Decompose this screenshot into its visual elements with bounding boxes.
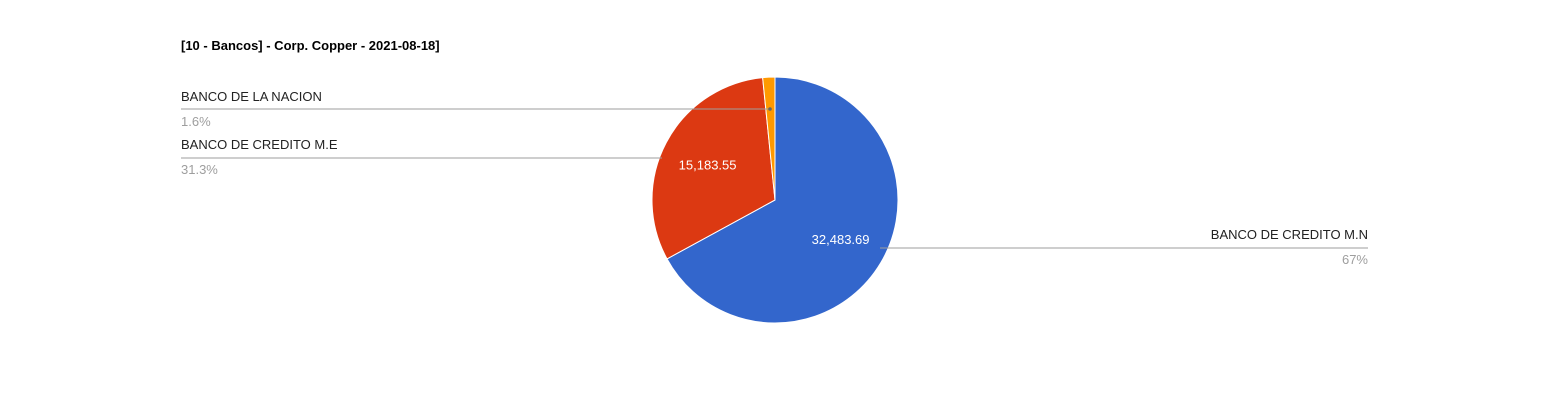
slice-value-label-banco-de-credito-m-n: 32,483.69 [812, 232, 870, 247]
legend-leader-lines [181, 107, 1368, 249]
legend-name-banco-de-credito-m-e: BANCO DE CREDITO M.E [181, 137, 338, 152]
slice-banco-de-credito-m-n[interactable] [666, 76, 899, 324]
slice-value-label-banco-de-credito-m-e: 15,183.55 [679, 157, 737, 172]
legend-labels: BANCO DE CREDITO M.N 67% BANCO DE CREDITO … [181, 89, 1368, 267]
legend-percent-banco-de-la-nacion: 1.6% [181, 114, 211, 129]
legend-name-banco-de-credito-m-n: BANCO DE CREDITO M.N [1211, 227, 1368, 242]
slice-banco-de-la-nacion[interactable] [762, 76, 776, 201]
pie-slices: 32,483.69 15,183.55 [651, 76, 899, 324]
slice-banco-de-credito-m-e[interactable] [651, 77, 776, 260]
legend-name-banco-de-la-nacion: BANCO DE LA NACION [181, 89, 322, 104]
chart-title: [10 - Bancos] - Corp. Copper - 2021-08-1… [181, 38, 440, 53]
legend-percent-banco-de-credito-m-e: 31.3% [181, 162, 218, 177]
legend-percent-banco-de-credito-m-n: 67% [1342, 252, 1368, 267]
leader-dot-banco-de-la-nacion [768, 107, 772, 111]
